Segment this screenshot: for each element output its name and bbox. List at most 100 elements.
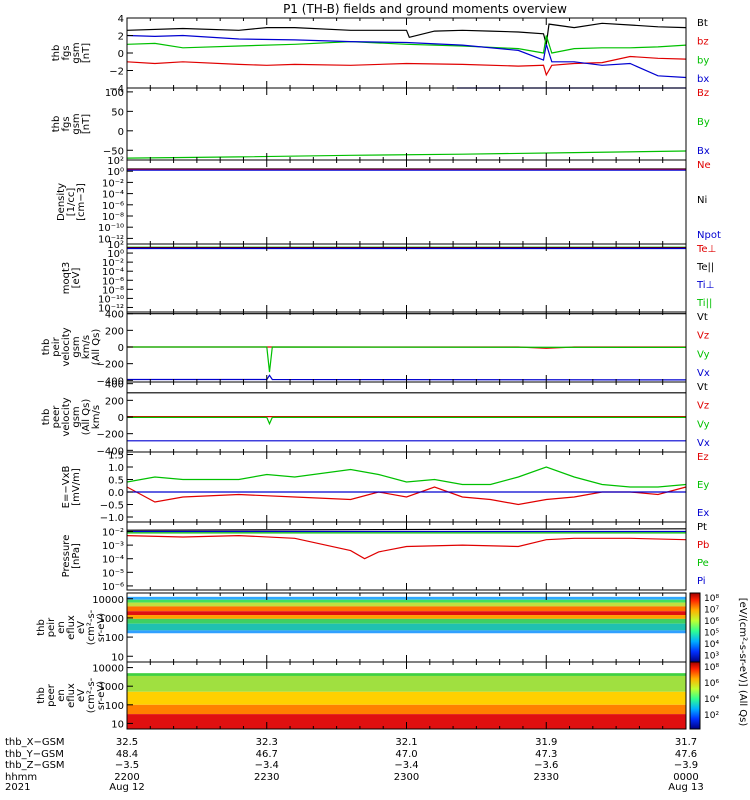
y-axis-label-line: en (56, 621, 67, 634)
y-tick-label: 0 (118, 127, 124, 138)
legend-vz: Vz (697, 331, 709, 342)
legend-pe: Pe (697, 558, 709, 569)
y-axis-label: Density [1/cc] [cm−3] (56, 183, 87, 221)
panel-frame (126, 17, 687, 89)
y-axis-label-line: gsm (71, 406, 82, 427)
panel-2: 100 50 0 −50 Bz By Bx thb fgs gsm [nT] (51, 87, 710, 161)
y-tick-label: 10 (111, 719, 124, 730)
series-ez-line (126, 486, 687, 506)
legend-vt: Vt (697, 382, 708, 393)
colorbar-tick-label: 10⁶ (704, 617, 719, 627)
colorbar-tick-label: 10⁴ (704, 695, 719, 705)
panel-1: 4 2 0 −2 −4 Bt bz by bx thb fgs gsm [nT] (51, 14, 709, 95)
colorbar-tick-label: 10⁶ (704, 679, 719, 689)
y-axis-label-line: eV (76, 689, 87, 702)
x-tick-value: 32.3 (256, 737, 278, 748)
y-axis-label: thb peir en eflux eV (cm²-s-sr-eV) (36, 609, 107, 645)
y-axis-label-line: [mV/m] (71, 468, 82, 506)
y-axis-label-line: [1/cc] (66, 188, 77, 217)
series-ey-line (126, 466, 687, 488)
y-axis-label-line: thb (36, 687, 47, 704)
y-axis-label-line: peer (46, 683, 57, 707)
x-row-label: thb_Z−GSM (5, 760, 65, 771)
y-axis-label-line: (cm²-s- (86, 609, 97, 645)
y-tick-label: 2 (118, 32, 124, 43)
legend-vt: Vt (697, 312, 708, 323)
legend-vx: Vx (697, 368, 710, 379)
y-axis-label-line: thb (41, 339, 52, 356)
y-tick-label: 0 (118, 343, 124, 354)
y-axis-label-line: eflux (66, 683, 77, 708)
series-pb-line (126, 534, 687, 560)
y-tick-label: −400 (97, 376, 124, 387)
figure-title: P1 (TH-B) fields and ground moments over… (283, 2, 567, 16)
x-tick-value: 48.4 (116, 749, 138, 760)
y-axis-label-line: (All Qs) (81, 399, 92, 436)
spectrogram-band (127, 602, 686, 607)
series-bz-line (126, 55, 687, 77)
y-tick-label: 0.5 (108, 476, 124, 487)
legend-ne: Ne (697, 160, 711, 171)
x-tick-value: 2330 (534, 772, 559, 783)
y-tick-label: 10⁻¹² (98, 303, 124, 314)
colorbar-tick-label: 10⁴ (704, 640, 719, 650)
spectrogram-band (127, 611, 686, 616)
y-tick-label: 10² (107, 156, 124, 167)
legend-pi: Pi (697, 576, 706, 587)
legend-ti: Ti⊥ (696, 280, 714, 291)
y-axis-label-line: eflux (66, 615, 77, 640)
y-tick-label: 100 (105, 701, 124, 712)
y-tick-label: 10⁻² (102, 258, 124, 269)
spectrogram-band (127, 630, 686, 634)
y-tick-label: 10⁻⁸ (102, 212, 124, 223)
y-tick-label: 1000 (99, 682, 124, 693)
spectrogram-band (127, 618, 686, 624)
y-axis-label: moqt3 [eV] (61, 262, 82, 295)
x-tick-value: Aug 12 (109, 782, 144, 793)
y-tick-label: −200 (97, 430, 124, 441)
y-tick-label: −200 (97, 360, 124, 371)
legend-vy: Vy (697, 349, 710, 360)
series-vy-line (127, 346, 687, 373)
panel-frame (126, 451, 687, 523)
y-tick-label: 50 (111, 107, 124, 118)
legend-bz: bz (697, 37, 709, 48)
y-tick-label: 10⁻⁴ (102, 267, 124, 278)
spectrogram-band (127, 675, 686, 692)
y-tick-label: 0 (118, 413, 124, 424)
y-axis-label-line: km/s (81, 335, 92, 359)
y-tick-label: −2 (109, 67, 124, 78)
y-axis-label-line: peir (51, 336, 62, 356)
x-tick-value: 2300 (394, 772, 419, 783)
y-axis-label-line: peir (46, 617, 57, 637)
legend-pt: Pt (697, 522, 707, 533)
legend-vy: Vy (697, 419, 710, 430)
legend-te: Te⊥ (696, 244, 716, 255)
colorbar-upper (689, 592, 701, 663)
y-axis-label-line: [nT] (81, 43, 92, 63)
y-tick-label: 1.5 (108, 451, 124, 462)
y-tick-label: 400 (105, 310, 124, 321)
x-tick-value: −3.9 (674, 760, 698, 771)
x-tick-value: −3.4 (394, 760, 418, 771)
spectrogram-band (127, 599, 686, 603)
panel-5: 400 200 0 −200 −400 Vt Vz Vy Vx thb peir velocity gs… (41, 310, 710, 388)
panel-frame (126, 243, 687, 313)
x-tick-value: 31.9 (535, 737, 557, 748)
legend-ez: Ez (697, 452, 709, 463)
y-tick-label: 100 (105, 633, 124, 644)
y-axis-label-line: thb (51, 45, 62, 62)
legend-bx: bx (697, 74, 709, 85)
y-tick-label: −400 (97, 446, 124, 457)
y-axis-label-line: Pressure (61, 535, 72, 578)
y-tick-label: −50 (103, 146, 124, 157)
panel-7: 1.51.0 0.50.0 −0.5−1.0 Ez Ey Ex E=−VxB [mV/m] (61, 451, 709, 525)
y-axis-label-line: sr-eV) (96, 681, 107, 710)
y-tick-label: 10⁻⁸ (102, 285, 124, 296)
y-tick-label: 200 (105, 396, 124, 407)
x-tick-value: Aug 13 (668, 782, 703, 793)
spectrogram-band (127, 623, 686, 631)
panel-9: 10000 1000 100 10 thb peir en eflux eV (cm²-s-sr-… (36, 592, 687, 663)
